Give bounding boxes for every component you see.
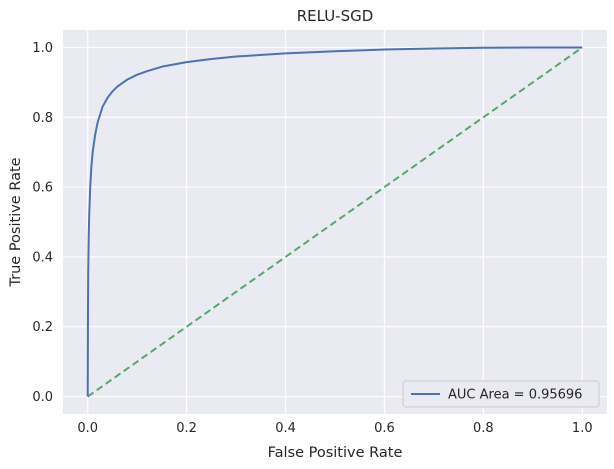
y-axis-label: True Positive Rate <box>8 157 24 287</box>
y-tick-label: 0.0 <box>32 390 53 405</box>
x-tick-label: 0.6 <box>374 421 395 436</box>
x-tick-label: 0.8 <box>473 421 494 436</box>
x-tick-label: 0.4 <box>275 421 296 436</box>
y-tick-label: 1.0 <box>32 41 53 56</box>
diagonal-reference-line <box>87 46 583 398</box>
y-tick-labels: 0.0 0.2 0.4 0.6 0.8 1.0 <box>32 41 53 405</box>
x-axis-label: False Positive Rate <box>268 445 403 461</box>
series-group <box>86 46 583 398</box>
chart-title: RELU-SGD <box>297 7 374 25</box>
legend: AUC Area = 0.95696 <box>402 380 600 408</box>
grid-lines <box>63 30 607 414</box>
x-tick-label: 1.0 <box>572 421 593 436</box>
legend-box <box>402 380 600 408</box>
y-tick-label: 0.4 <box>32 250 53 265</box>
y-tick-label: 0.6 <box>32 181 53 196</box>
y-tick-label: 0.2 <box>32 320 53 335</box>
roc-curve-line <box>86 46 583 397</box>
y-tick-label: 0.8 <box>32 111 53 126</box>
x-tick-labels: 0.0 0.2 0.4 0.6 0.8 1.0 <box>77 421 592 436</box>
x-tick-label: 0.2 <box>176 421 197 436</box>
legend-label-auc: AUC Area = 0.95696 <box>448 388 582 403</box>
x-tick-label: 0.0 <box>77 421 98 436</box>
